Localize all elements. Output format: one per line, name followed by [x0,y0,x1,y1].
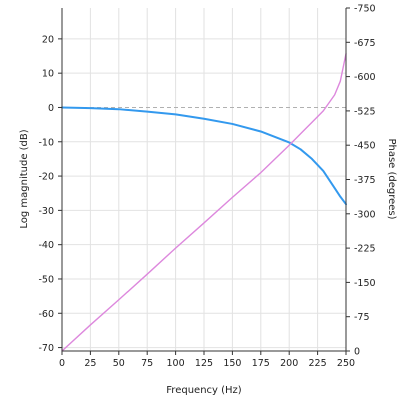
right-tick-label: 0 [354,347,360,358]
right-tick-label: -375 [354,175,376,186]
x-tick-label: 25 [84,358,96,369]
axes [58,7,350,355]
right-tick-label: -600 [354,72,376,83]
x-tick-label: 150 [223,358,241,369]
x-tick-label: 225 [309,358,327,369]
tick-labels: 0 25 50 75 100 125 150 175 200 225 25020100-10-20-… [38,4,375,370]
x-tick-label: 75 [141,358,153,369]
x-tick-label: 250 [337,358,355,369]
left-tick-label: 0 [48,103,54,114]
x-tick-label: 175 [252,358,270,369]
grid [61,8,347,351]
right-axis-title: Phase (degrees) [386,138,397,219]
left-tick-label: -70 [38,343,54,354]
series-group [61,53,347,352]
phase-series-line [61,53,347,352]
x-tick-label: 100 [167,358,185,369]
right-tick-label: -150 [354,278,376,289]
right-tick-label: -750 [354,4,376,15]
left-tick-label: -50 [38,274,54,285]
left-tick-label: -10 [38,137,54,148]
left-tick-label: 20 [42,34,54,45]
left-tick-label: -20 [38,172,54,183]
x-tick-label: 125 [195,358,213,369]
x-tick-label: 0 [59,358,65,369]
right-tick-label: -225 [354,244,376,255]
x-tick-label: 50 [113,358,125,369]
left-tick-label: -40 [38,240,54,251]
right-tick-label: -525 [354,106,376,117]
right-tick-label: -675 [354,38,376,49]
right-tick-label: -300 [354,209,376,220]
right-tick-label: -450 [354,141,376,152]
right-tick-label: -75 [354,312,370,323]
left-tick-label: -30 [38,206,54,217]
left-tick-label: -60 [38,309,54,320]
x-tick-label: 200 [280,358,298,369]
left-axis-title: Log magnitude (dB) [19,129,30,228]
magnitude-series-line [61,106,347,206]
left-tick-label: 10 [42,69,54,80]
x-axis-title: Frequency (Hz) [166,385,242,396]
